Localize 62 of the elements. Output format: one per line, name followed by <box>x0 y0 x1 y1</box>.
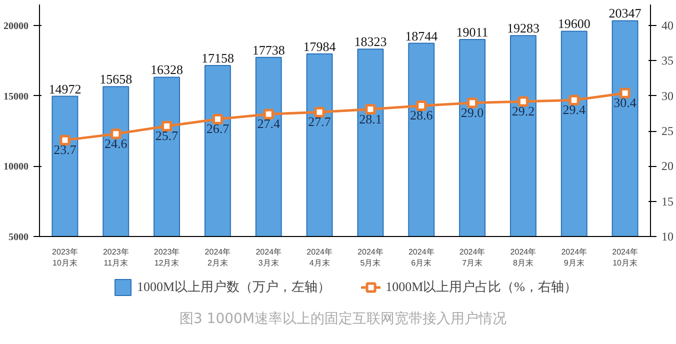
data-label: 26.7 <box>206 121 230 136</box>
x-tick-label: 2024年 10月末 <box>612 248 638 268</box>
point <box>620 88 630 98</box>
x-tick-label: 2023年 11月末 <box>102 248 129 268</box>
x-tick-label: 2024年 2月末 <box>204 248 231 268</box>
x-tick-label: 2024年 5月末 <box>358 248 384 268</box>
x-tick-label: 2024年 9月末 <box>561 248 588 268</box>
y2-tick-label: 35 <box>662 54 674 68</box>
point <box>416 100 427 111</box>
data-label: 25.7 <box>155 128 179 144</box>
y2-tick-label: 30 <box>662 88 674 103</box>
text: 图3 1000M速率以上的固定互联网宽带接入用户情况 <box>179 310 507 329</box>
y-tick-label: 10000 <box>4 162 28 173</box>
x-tick-label: 2024年 8月末 <box>510 248 536 268</box>
point <box>467 98 478 108</box>
point <box>110 128 122 140</box>
y-tick-label: 15000 <box>4 91 28 102</box>
data-label: 16328 <box>150 62 184 78</box>
data-label: 19283 <box>506 20 540 36</box>
x-tick-label: 2024年 3月末 <box>256 248 282 268</box>
point <box>518 96 528 107</box>
x-tick-label: 2024年 4月末 <box>306 248 332 268</box>
data-label: 27.4 <box>257 116 280 132</box>
point <box>60 134 70 146</box>
x-tick-label: 2023年 10月末 <box>52 248 78 268</box>
data-label: 29.4 <box>562 102 586 118</box>
y2-tick-label: 10 <box>662 230 674 244</box>
data-label: 27.7 <box>308 114 332 130</box>
point <box>568 94 580 106</box>
data-label: 14972 <box>48 81 82 96</box>
data-label: 17984 <box>303 38 336 54</box>
data-label: 18323 <box>354 34 387 50</box>
x-tick-label: 2024年 6月末 <box>408 248 434 268</box>
point <box>263 108 274 120</box>
data-label: 30.4 <box>614 95 637 110</box>
point <box>212 114 223 124</box>
data-label: 18744 <box>405 28 438 44</box>
data-label: 19011 <box>456 24 488 40</box>
data-label: 15658 <box>100 72 132 87</box>
y-tick-label: 5000 <box>8 232 28 243</box>
data-label: 23.7 <box>54 142 77 158</box>
y2-tick-label: 20 <box>662 159 674 174</box>
legend-label: 1000M以上用户数（万户，左轴） <box>137 278 331 296</box>
y2-tick-label: 25 <box>662 124 674 138</box>
data-label: 17158 <box>201 50 234 66</box>
legend-label: 1000M以上用户占比（%，右轴） <box>386 278 577 296</box>
data-label: 28.6 <box>410 108 434 123</box>
data-label: 19600 <box>558 16 590 32</box>
point <box>314 106 325 118</box>
data-label: 29.0 <box>460 104 484 120</box>
point <box>365 104 376 114</box>
data-label: 28.1 <box>359 111 382 126</box>
data-label: 17738 <box>252 42 285 58</box>
y-tick-label: 20000 <box>4 21 28 32</box>
data-label: 20347 <box>608 6 642 21</box>
point <box>162 120 172 132</box>
y2-tick-label: 40 <box>662 18 674 33</box>
x-tick-label: 2023年 12月末 <box>154 248 180 268</box>
x-tick-label: 2024年 7月末 <box>459 248 486 268</box>
y2-tick-label: 15 <box>662 194 674 208</box>
data-label: 24.6 <box>104 136 128 151</box>
data-label: 29.2 <box>512 104 535 119</box>
